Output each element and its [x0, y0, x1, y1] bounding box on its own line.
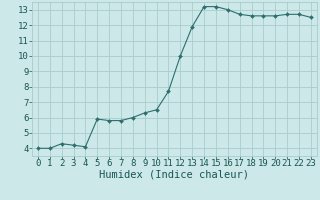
X-axis label: Humidex (Indice chaleur): Humidex (Indice chaleur): [100, 170, 249, 180]
